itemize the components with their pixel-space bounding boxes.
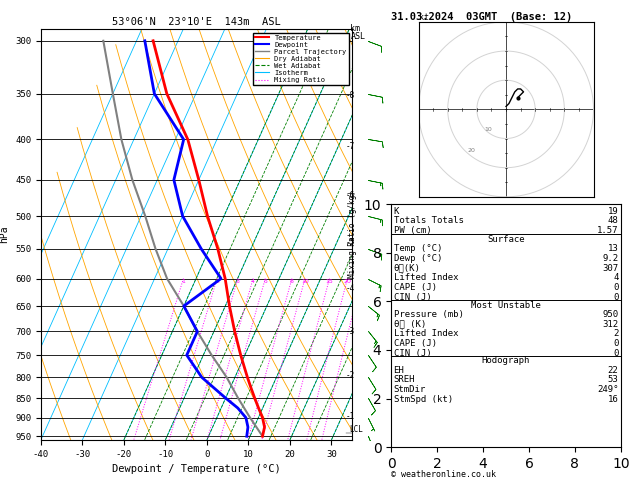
Text: 25: 25 bbox=[358, 278, 365, 284]
Text: Most Unstable: Most Unstable bbox=[471, 300, 541, 310]
Text: 0: 0 bbox=[613, 293, 618, 302]
Text: -6: -6 bbox=[345, 191, 355, 200]
Text: Totals Totals: Totals Totals bbox=[394, 216, 464, 226]
Text: 16: 16 bbox=[608, 395, 618, 404]
Text: -1: -1 bbox=[345, 413, 355, 421]
Title: 53°06'N  23°10'E  143m  ASL: 53°06'N 23°10'E 143m ASL bbox=[112, 17, 281, 27]
Text: 13: 13 bbox=[608, 244, 618, 253]
Text: Pressure (mb): Pressure (mb) bbox=[394, 310, 464, 319]
Text: 2: 2 bbox=[215, 278, 219, 284]
Text: CIN (J): CIN (J) bbox=[394, 293, 431, 302]
Text: Dewp (°C): Dewp (°C) bbox=[394, 254, 442, 263]
Text: -5: -5 bbox=[345, 238, 355, 247]
Text: CAPE (J): CAPE (J) bbox=[394, 339, 437, 348]
Text: Temp (°C): Temp (°C) bbox=[394, 244, 442, 253]
Text: -2: -2 bbox=[345, 371, 355, 380]
Text: © weatheronline.co.uk: © weatheronline.co.uk bbox=[391, 469, 496, 479]
Text: 1: 1 bbox=[182, 278, 186, 284]
Text: 10: 10 bbox=[301, 278, 309, 284]
Text: 307: 307 bbox=[603, 263, 618, 273]
Text: -3: -3 bbox=[345, 327, 355, 336]
Text: SREH: SREH bbox=[394, 376, 415, 384]
Text: StmSpd (kt): StmSpd (kt) bbox=[394, 395, 453, 404]
Text: km: km bbox=[350, 24, 360, 34]
Text: 0: 0 bbox=[613, 283, 618, 292]
Text: 48: 48 bbox=[608, 216, 618, 226]
Text: 249°: 249° bbox=[597, 385, 618, 394]
Text: 10: 10 bbox=[485, 127, 493, 132]
Text: 0: 0 bbox=[613, 349, 618, 358]
Text: 1.57: 1.57 bbox=[597, 226, 618, 235]
Text: 4: 4 bbox=[613, 273, 618, 282]
Text: 31.03.2024  03GMT  (Base: 12): 31.03.2024 03GMT (Base: 12) bbox=[391, 12, 572, 22]
Text: 4: 4 bbox=[251, 278, 255, 284]
Text: -8: -8 bbox=[345, 91, 355, 100]
Text: 3: 3 bbox=[236, 278, 240, 284]
Text: 950: 950 bbox=[603, 310, 618, 319]
Text: Lifted Index: Lifted Index bbox=[394, 273, 458, 282]
Text: θᴇ (K): θᴇ (K) bbox=[394, 320, 426, 329]
Text: Lifted Index: Lifted Index bbox=[394, 330, 458, 338]
Text: CAPE (J): CAPE (J) bbox=[394, 283, 437, 292]
X-axis label: Dewpoint / Temperature (°C): Dewpoint / Temperature (°C) bbox=[112, 464, 281, 474]
Text: 22: 22 bbox=[608, 366, 618, 375]
Text: 20: 20 bbox=[467, 148, 475, 153]
Text: 15: 15 bbox=[326, 278, 333, 284]
Legend: Temperature, Dewpoint, Parcel Trajectory, Dry Adiabat, Wet Adiabat, Isotherm, Mi: Temperature, Dewpoint, Parcel Trajectory… bbox=[253, 33, 348, 85]
Text: Hodograph: Hodograph bbox=[482, 357, 530, 365]
Text: 5: 5 bbox=[264, 278, 267, 284]
Text: 20: 20 bbox=[343, 278, 352, 284]
Text: θᴇ(K): θᴇ(K) bbox=[394, 263, 420, 273]
Text: 0: 0 bbox=[613, 339, 618, 348]
Text: 53: 53 bbox=[608, 376, 618, 384]
Text: Mixing Ratio (g/kg): Mixing Ratio (g/kg) bbox=[348, 191, 357, 278]
Text: kt: kt bbox=[418, 13, 428, 22]
Text: 2: 2 bbox=[613, 330, 618, 338]
Text: -7: -7 bbox=[345, 142, 355, 151]
Text: 312: 312 bbox=[603, 320, 618, 329]
Text: 19: 19 bbox=[608, 207, 618, 216]
Text: ASL: ASL bbox=[350, 32, 365, 41]
Text: K: K bbox=[394, 207, 399, 216]
Y-axis label: hPa: hPa bbox=[0, 226, 9, 243]
Text: PW (cm): PW (cm) bbox=[394, 226, 431, 235]
Text: 9.2: 9.2 bbox=[603, 254, 618, 263]
Text: CIN (J): CIN (J) bbox=[394, 349, 431, 358]
Text: 8: 8 bbox=[290, 278, 294, 284]
Text: LCL: LCL bbox=[350, 425, 364, 434]
Text: -4: -4 bbox=[345, 284, 355, 293]
Text: Surface: Surface bbox=[487, 235, 525, 244]
Text: EH: EH bbox=[394, 366, 404, 375]
Text: StmDir: StmDir bbox=[394, 385, 426, 394]
